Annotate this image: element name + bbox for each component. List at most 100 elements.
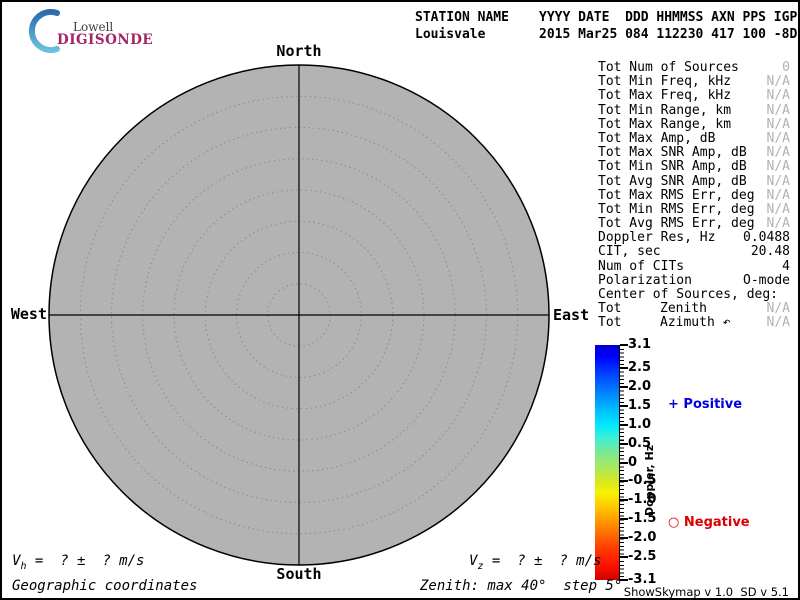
stats-row: Center of Sources, deg: — [598, 287, 790, 302]
colorbar-tick-label: -0.5 — [628, 473, 657, 489]
stats-label: Tot Avg RMS Err, deg — [598, 216, 755, 232]
stats-value: N/A — [766, 116, 790, 132]
stats-value: N/A — [766, 145, 790, 161]
stats-row: Tot Min RMS Err, deg N/A — [598, 201, 790, 217]
logo-lowell-text: Lowell — [73, 20, 114, 34]
stats-panel: Tot Num of Sources 0 Tot Min Freq, kHz N/A T… — [598, 60, 790, 331]
stats-label: Tot Num of Sources — [598, 60, 739, 75]
stats-value: N/A — [766, 102, 790, 118]
vz-velocity-readout: Vz = ? ± ? m/s — [469, 553, 602, 572]
colorbar-tick-label: -1.5 — [628, 511, 657, 527]
stats-value: N/A — [766, 187, 790, 203]
stats-row: Tot Num of Sources 0 — [598, 60, 790, 75]
colorbar-tick-label: -1.0 — [628, 492, 657, 508]
stats-row: Doppler Res, Hz 0.0488 — [598, 231, 790, 245]
stats-row: Tot Max RMS Err, deg N/A — [598, 187, 790, 203]
stats-value: N/A — [766, 130, 790, 146]
colorbar-major-tick — [620, 366, 628, 369]
stats-sublabel: Zenith — [660, 301, 707, 317]
colorbar-major-tick — [620, 480, 628, 483]
stats-label: Tot Max RMS Err, deg — [598, 187, 755, 203]
stats-value: O-mode — [743, 272, 790, 288]
stats-row: Tot Azimuth ↶ N/A — [598, 316, 790, 330]
stats-value: N/A — [766, 201, 790, 217]
lowell-crescent-icon — [28, 9, 60, 53]
stats-label: Tot Min RMS Err, deg — [598, 201, 755, 217]
stats-row: Tot Avg SNR Amp, dB N/A — [598, 173, 790, 189]
colorbar-major-tick — [620, 423, 628, 426]
colorbar-tick-label: 1.0 — [628, 416, 652, 432]
stats-row: Tot Avg RMS Err, deg N/A — [598, 216, 790, 232]
stats-value: 20.48 — [750, 244, 790, 260]
stats-row: Tot Max Amp, dB N/A — [598, 130, 790, 146]
stats-label: Polarization — [598, 272, 692, 288]
header-fields-label: YYYY DATE DDD HHMMSS AXN PPS IGP — [539, 10, 798, 25]
stats-value: 4 — [782, 258, 790, 274]
stats-value: N/A — [766, 159, 790, 175]
doppler-colorbar — [595, 345, 619, 580]
stats-value: N/A — [766, 216, 790, 232]
stats-row: Tot Max SNR Amp, dB N/A — [598, 145, 790, 161]
stats-row: Num of CITs 4 — [598, 258, 790, 274]
stats-row: Tot Max Range, km N/A — [598, 116, 790, 132]
colorbar-major-tick — [620, 461, 628, 464]
compass-east-label: East — [553, 306, 590, 324]
colorbar-major-tick — [620, 442, 628, 445]
colorbar-tick-label: -3.1 — [628, 572, 657, 587]
positive-doppler-legend: + Positive — [668, 397, 743, 412]
stats-row: Tot Zenith N/A — [598, 301, 790, 317]
stats-row: Tot Min Freq, kHz N/A — [598, 74, 790, 90]
stats-row: Tot Min Range, km N/A — [598, 102, 790, 118]
header-fields-value: 2015 Mar25 084 112230 417 100 -8D — [539, 27, 798, 42]
colorbar-tick-label: 0 — [628, 454, 638, 470]
stats-label: Tot Max SNR Amp, dB — [598, 145, 747, 161]
vh-velocity-readout: Vh = ? ± ? m/s — [12, 553, 145, 572]
colorbar-major-tick — [620, 499, 628, 502]
compass-north-label: North — [276, 42, 322, 60]
stats-label: CIT, sec — [598, 244, 661, 260]
colorbar-tick-label: -2.0 — [628, 530, 657, 546]
stats-label: Center of Sources, deg: — [598, 287, 779, 302]
stats-label: Tot Min SNR Amp, dB — [598, 159, 747, 175]
stats-value: N/A — [766, 74, 790, 90]
software-version-label: ShowSkymap v 1.0 SD v 5.1 — [623, 585, 789, 599]
header-station-label: STATION NAME — [415, 10, 509, 25]
stats-label: Tot — [598, 315, 622, 331]
stats-label: Tot Max Range, km — [598, 116, 732, 132]
stats-value: 0.0488 — [743, 230, 790, 246]
stats-row: Tot Min SNR Amp, dB N/A — [598, 160, 790, 174]
colorbar-major-tick — [620, 385, 628, 388]
stats-sublabel: Azimuth ↶ — [660, 315, 731, 331]
colorbar-major-tick — [620, 579, 628, 581]
stats-row: Tot Max Freq, kHz N/A — [598, 89, 790, 103]
stats-label: Tot — [598, 301, 622, 317]
compass-south-label: South — [276, 565, 322, 583]
header-station-value: Louisvale — [415, 27, 486, 42]
stats-value: N/A — [766, 173, 790, 189]
colorbar-major-tick — [620, 556, 628, 559]
stats-label: Num of CITs — [598, 258, 685, 274]
logo-digisonde-text: DIGISONDE — [57, 32, 154, 48]
colorbar-major-tick — [620, 404, 628, 407]
stats-row: CIT, sec 20.48 — [598, 245, 790, 259]
colorbar-tick-label: 2.0 — [628, 378, 652, 394]
stats-value: N/A — [766, 315, 790, 331]
stats-label: Tot Avg SNR Amp, dB — [598, 173, 747, 189]
colorbar-major-tick — [620, 344, 628, 346]
colorbar-tick-label: 3.1 — [628, 337, 652, 352]
skymap-polar-plot — [48, 64, 550, 566]
stats-label: Tot Min Freq, kHz — [598, 74, 732, 90]
colorbar-tick-label: 2.5 — [628, 359, 652, 375]
doppler-colorbar-ticks — [619, 344, 629, 581]
zenith-range-label: Zenith: max 40° step 5° — [420, 578, 623, 594]
compass-west-label: West — [10, 305, 47, 323]
colorbar-tick-label: 1.5 — [628, 397, 652, 413]
colorbar-major-tick — [620, 537, 628, 540]
stats-value: N/A — [766, 301, 790, 317]
stats-label: Tot Max Freq, kHz — [598, 88, 732, 104]
colorbar-tick-label: -2.5 — [628, 549, 657, 565]
stats-label: Tot Max Amp, dB — [598, 130, 716, 146]
coordinate-system-label: Geographic coordinates — [12, 578, 198, 594]
colorbar-tick-label: 0.5 — [628, 435, 652, 451]
stats-label: Tot Min Range, km — [598, 102, 732, 118]
